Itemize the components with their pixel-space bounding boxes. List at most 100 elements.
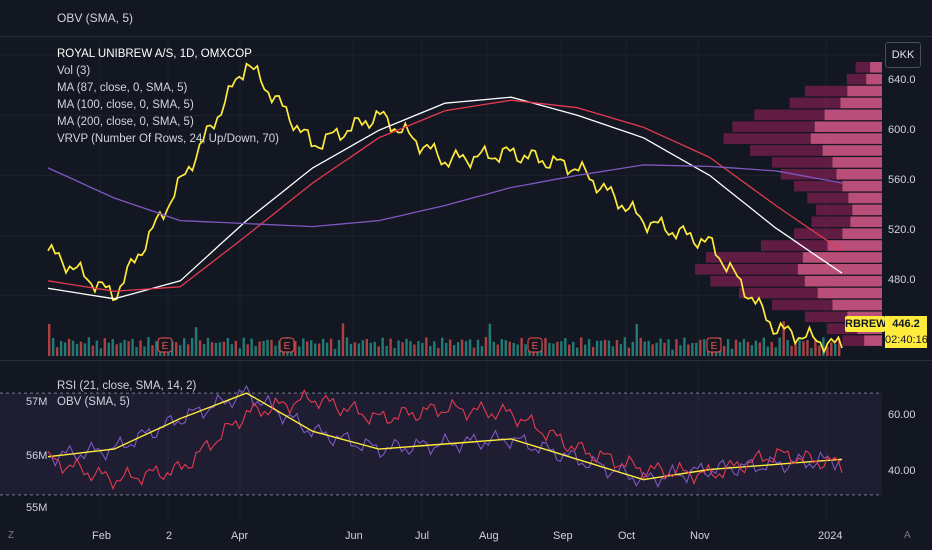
volume-bar bbox=[599, 340, 603, 356]
time-tick: Feb bbox=[92, 530, 111, 542]
vrvp-row-up bbox=[732, 121, 815, 133]
volume-bar bbox=[99, 348, 103, 356]
volume-bar bbox=[587, 339, 591, 356]
vrvp-row-down bbox=[814, 121, 882, 133]
vrvp-row-up bbox=[789, 97, 841, 109]
volume-bar bbox=[508, 341, 511, 356]
legend-line[interactable]: MA (200, close, 0, SMA, 5) bbox=[57, 116, 194, 128]
volume-bar bbox=[246, 344, 249, 356]
volume-bar bbox=[389, 338, 392, 356]
volume-bar bbox=[560, 341, 563, 356]
legend-line[interactable]: MA (100, close, 0, SMA, 5) bbox=[57, 99, 194, 111]
volume-bar bbox=[198, 340, 202, 356]
vrvp-row-down bbox=[864, 335, 882, 346]
vrvp-row-down bbox=[802, 252, 882, 263]
volume-bar bbox=[448, 339, 452, 356]
volume-bar bbox=[298, 346, 301, 356]
volume-bar bbox=[147, 337, 150, 356]
vrvp-row-down bbox=[850, 216, 882, 228]
volume-bar bbox=[683, 337, 686, 356]
volume-bar bbox=[337, 339, 341, 356]
volume-bar bbox=[135, 346, 138, 356]
volume-bar bbox=[397, 340, 400, 356]
earnings-marker-box bbox=[706, 337, 722, 353]
time-tick: Oct bbox=[618, 530, 636, 542]
volume-bar bbox=[516, 344, 519, 356]
price-tick: 640.0 bbox=[888, 74, 916, 86]
rsi-legend[interactable]: RSI (21, close, SMA, 14, 2) OBV (SMA, 5) bbox=[57, 378, 196, 410]
legend-line[interactable]: VRVP (Number Of Rows, 24, Up/Down, 70) bbox=[57, 133, 279, 145]
volume-bar bbox=[568, 344, 571, 356]
volume-bar bbox=[115, 344, 118, 356]
volume-bar bbox=[834, 344, 837, 356]
vrvp-row-up bbox=[805, 85, 848, 97]
volume-bar bbox=[778, 337, 781, 356]
vrvp-row-up bbox=[816, 204, 853, 216]
volume-bar bbox=[361, 340, 365, 356]
vrvp-row-up bbox=[695, 264, 798, 275]
volume-bar bbox=[79, 341, 83, 356]
volume-bar bbox=[210, 342, 214, 356]
legend-line[interactable]: Vol (3) bbox=[57, 65, 91, 77]
volume-bar bbox=[814, 339, 817, 356]
main-legend[interactable]: ROYAL UNIBREW A/S, 1D, OMXCOP Vol (3) MA… bbox=[57, 46, 279, 148]
volume-bar bbox=[472, 347, 476, 356]
ma87-line bbox=[47, 96, 843, 300]
price-tick: 480.0 bbox=[888, 274, 916, 286]
volume-bar bbox=[226, 337, 230, 356]
volume-bar bbox=[48, 324, 51, 356]
time-tick: Jun bbox=[345, 530, 363, 542]
time-tick: Aug bbox=[479, 530, 499, 542]
volume-bar bbox=[615, 339, 619, 356]
obv-top-label[interactable]: OBV (SMA, 5) bbox=[57, 11, 134, 25]
pane-separator[interactable] bbox=[0, 360, 932, 361]
volume-bar bbox=[726, 339, 730, 356]
volume-bar bbox=[218, 342, 222, 356]
volume-bar bbox=[254, 346, 257, 356]
volume-bar bbox=[659, 338, 662, 356]
volume-bar bbox=[643, 341, 646, 356]
volume-bar bbox=[460, 339, 464, 356]
earnings-marker-label: E bbox=[532, 341, 539, 352]
volume-bar bbox=[230, 344, 234, 356]
vrvp-row-down bbox=[848, 192, 882, 204]
volume-bar bbox=[258, 341, 261, 356]
vrvp-row-down bbox=[836, 168, 882, 180]
rsi-pane bbox=[0, 384, 882, 496]
rsi-legend-line[interactable]: RSI (21, close, SMA, 14, 2) bbox=[57, 380, 197, 392]
volume-bar bbox=[766, 346, 769, 356]
volume-bar bbox=[270, 339, 273, 356]
legend-line[interactable]: MA (87, close, 0, SMA, 5) bbox=[57, 82, 188, 94]
volume-bar bbox=[266, 339, 269, 356]
volume-bar bbox=[175, 342, 178, 356]
volume-bar bbox=[639, 338, 642, 356]
volume-bar bbox=[302, 338, 305, 356]
vrvp-row-up bbox=[846, 73, 867, 85]
symbol-title[interactable]: ROYAL UNIBREW A/S, 1D, OMXCOP bbox=[57, 48, 252, 60]
price-line bbox=[47, 62, 843, 355]
volume-bar bbox=[131, 338, 134, 356]
vrvp-row-up bbox=[794, 180, 843, 192]
volume-bar bbox=[623, 337, 627, 356]
currency-button[interactable]: DKK bbox=[885, 42, 921, 68]
volume-bar bbox=[742, 338, 746, 356]
volume-bar bbox=[111, 339, 114, 356]
volume-bar bbox=[500, 339, 503, 356]
volume-bar bbox=[349, 343, 353, 356]
vrvp-profile bbox=[695, 62, 882, 346]
vrvp-row-down bbox=[824, 109, 882, 121]
volume-bar bbox=[635, 323, 638, 356]
volume-bar bbox=[179, 345, 182, 356]
volume-bar bbox=[274, 345, 277, 356]
volume-bar bbox=[746, 341, 750, 356]
volume-bar bbox=[798, 339, 801, 356]
volume-bar bbox=[504, 340, 507, 356]
volume-bar bbox=[206, 337, 210, 356]
obv-legend-line[interactable]: OBV (SMA, 5) bbox=[57, 396, 130, 408]
auto-scale-button[interactable]: A bbox=[904, 530, 911, 541]
volume-bar bbox=[583, 344, 587, 356]
top-bar bbox=[0, 0, 932, 37]
timezone-button[interactable]: Z bbox=[8, 530, 15, 541]
vrvp-row-up bbox=[855, 62, 871, 73]
rsi-tick: 60.00 bbox=[888, 409, 916, 421]
